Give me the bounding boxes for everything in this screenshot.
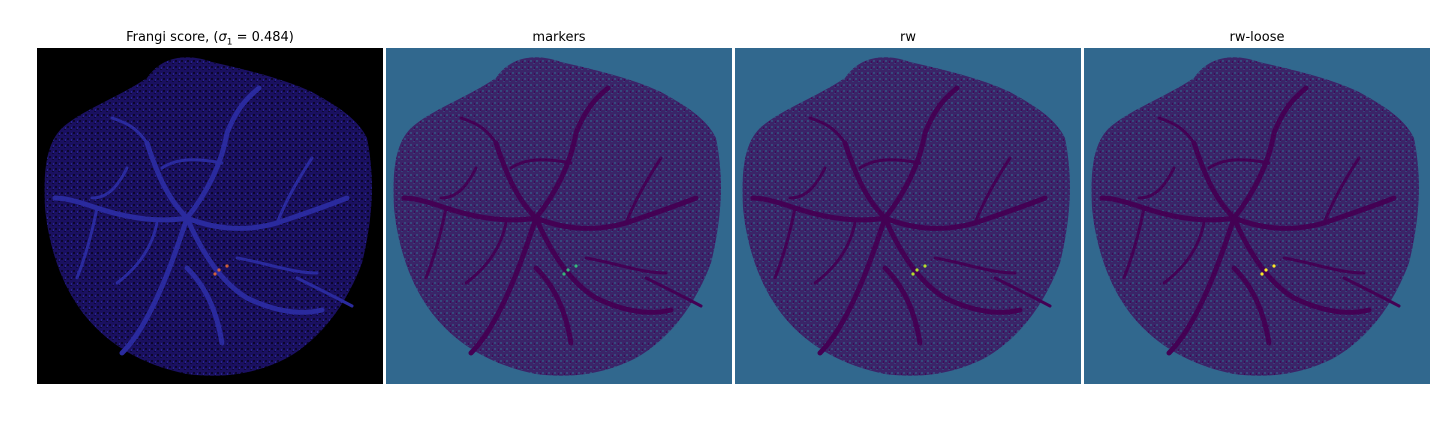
highlight-point	[911, 272, 914, 275]
sigma-symbol: σ	[218, 30, 226, 45]
frangi-image-canvas	[37, 48, 383, 384]
rw-image	[735, 48, 1081, 384]
highlight-point	[1272, 264, 1275, 267]
rw-loose-image-canvas	[1084, 48, 1430, 384]
frangi-score-image	[37, 48, 383, 384]
highlight-point	[562, 272, 565, 275]
markers-image	[386, 48, 732, 384]
highlight-point	[923, 264, 926, 267]
rw-loose-image	[1084, 48, 1430, 384]
panel-title-rw-loose: rw-loose	[1084, 30, 1430, 46]
highlight-point	[217, 268, 220, 271]
highlight-point	[1264, 268, 1267, 271]
title-suffix: = 0.484)	[232, 30, 293, 45]
highlight-point	[574, 264, 577, 267]
panel-title-markers: markers	[386, 30, 732, 46]
highlight-point	[1260, 272, 1263, 275]
rw-image-canvas	[735, 48, 1081, 384]
title-prefix: Frangi score, (	[126, 30, 218, 45]
highlight-point	[213, 272, 216, 275]
markers-image-canvas	[386, 48, 732, 384]
highlight-point	[915, 268, 918, 271]
highlight-point	[566, 268, 569, 271]
panel-title-rw: rw	[735, 30, 1081, 46]
highlight-point	[225, 264, 228, 267]
